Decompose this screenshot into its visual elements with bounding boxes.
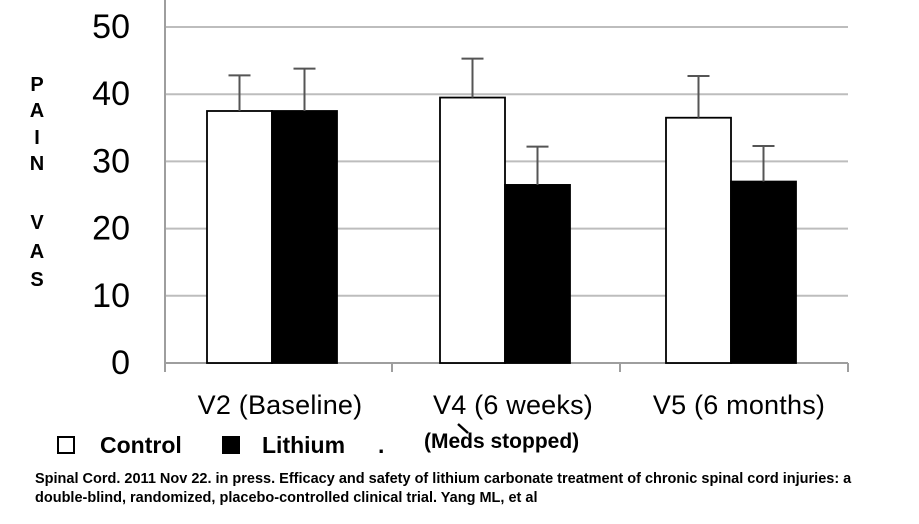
y-axis-label-letter: I — [34, 127, 40, 149]
legend-label-control: Control — [100, 432, 182, 458]
annotation-pointer — [457, 423, 469, 434]
citation-text: Spinal Cord. 2011 Nov 22. in press. Effi… — [35, 471, 852, 506]
y-axis-label-letter: A — [29, 100, 45, 122]
y-tick-label-40: 40 — [92, 75, 130, 113]
y-tick-label-10: 10 — [92, 277, 130, 315]
bar-control-1 — [439, 96, 506, 364]
y-axis-label-letter: P — [30, 74, 44, 96]
meds-stopped-annotation: (Meds stopped) — [424, 430, 580, 453]
bar-lithium-2 — [730, 180, 797, 364]
x-tick-label-v5: V5 (6 months) — [652, 390, 826, 420]
x-tick-label-v4: V4 (6 weeks) — [433, 390, 593, 420]
bar-chart: 0 10 20 30 40 50 — [92, 0, 849, 434]
legend-marker: . — [378, 432, 385, 458]
x-tick-label-v2: V2 (Baseline) — [197, 390, 363, 420]
legend-swatch-control — [57, 436, 75, 454]
bar-control-2 — [665, 116, 732, 364]
bar-lithium-1 — [504, 184, 571, 364]
y-axis-label-letter: A — [29, 241, 45, 263]
y-tick-label-0: 0 — [111, 344, 130, 382]
bar-control-0 — [206, 110, 273, 364]
y-axis-label-letter: V — [30, 212, 44, 234]
legend-swatch-lithium — [222, 436, 240, 454]
legend-label-lithium: Lithium — [262, 432, 346, 458]
bar-lithium-0 — [271, 110, 338, 364]
y-axis-label-letter: N — [29, 153, 45, 175]
y-axis-label-letter: S — [30, 269, 44, 291]
y-tick-label-20: 20 — [92, 210, 130, 248]
y-tick-label-30: 30 — [92, 142, 130, 180]
y-tick-label-50: 50 — [92, 8, 130, 46]
